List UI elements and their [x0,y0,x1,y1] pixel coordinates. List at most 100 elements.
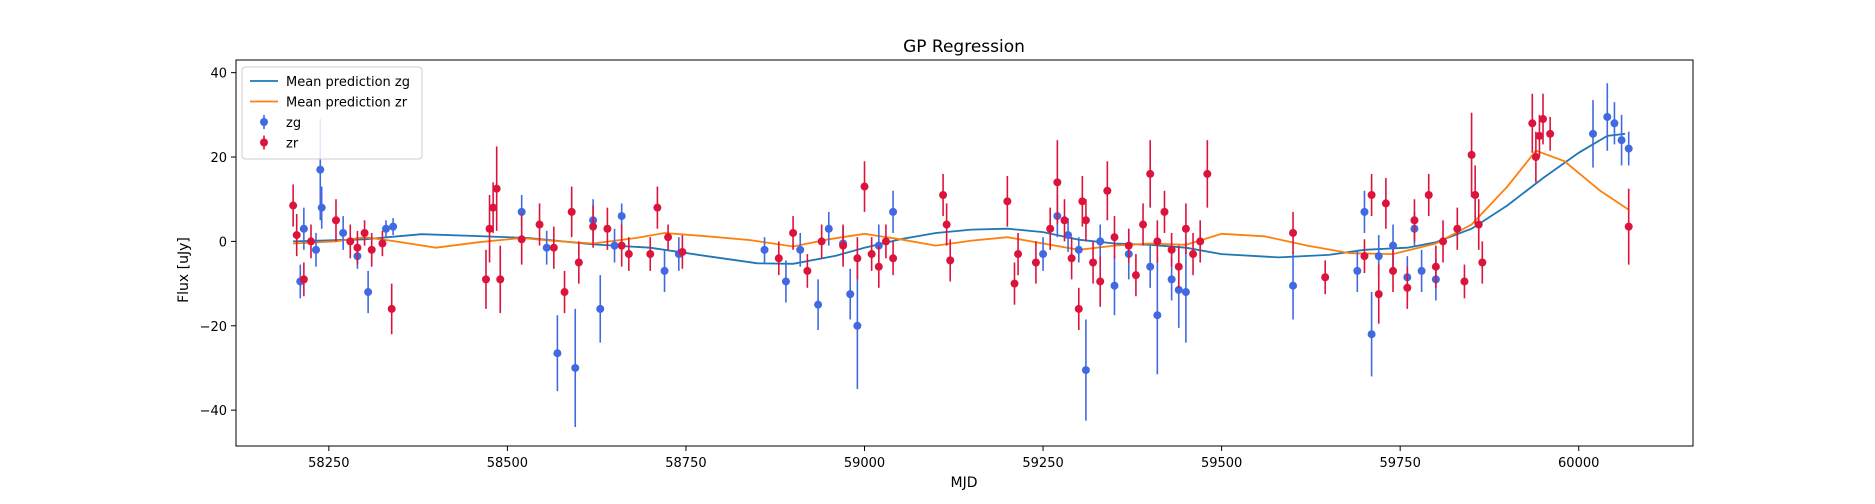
data-point-zg [1603,112,1612,121]
data-point-zg [1074,245,1083,254]
data-point-zr [292,231,301,240]
y-tick-label: 0 [219,235,227,250]
data-point-zg [660,266,669,275]
data-point-zg [1353,266,1362,275]
data-point-zr [1053,178,1062,187]
data-point-zg [389,222,398,231]
x-tick-label: 59250 [1022,456,1063,471]
data-point-zr [1381,199,1390,208]
data-point-zr [549,243,558,252]
x-axis-label: MJD [951,475,978,491]
data-point-zr [485,224,494,233]
data-point-zr [1474,220,1483,229]
data-point-zr [946,256,955,265]
data-point-zr [860,182,869,191]
data-point-zr [1189,250,1198,259]
data-point-zr [1360,252,1369,261]
data-point-zr [881,237,890,246]
data-point-zr [1096,277,1105,286]
data-point-zr [678,247,687,256]
data-point-zr [839,241,848,250]
data-point-zr [481,275,490,284]
data-point-zr [1471,190,1480,199]
data-point-zr [1389,266,1398,275]
data-point-zr [617,241,626,250]
data-point-zg [1081,366,1090,375]
data-point-zr [1131,271,1140,280]
legend-label: zg [286,116,301,131]
data-point-zr [1003,197,1012,206]
data-point-zr [360,228,369,237]
data-point-zr [603,224,612,233]
data-point-zg [846,290,855,299]
data-point-zr [1014,250,1023,259]
data-point-zg [1610,119,1619,128]
data-point-zr [1531,153,1540,162]
data-point-zr [1181,224,1190,233]
data-point-zr [574,258,583,267]
data-point-zr [1439,237,1448,246]
data-point-zr [489,203,498,212]
data-point-zg [1110,281,1119,290]
data-point-zr [1078,197,1087,206]
data-point-zg [1374,252,1383,261]
data-point-zr [387,304,396,313]
data-point-zr [874,262,883,271]
legend-item: zg [260,115,301,131]
data-point-zr [1167,245,1176,254]
data-point-zg [542,243,551,252]
x-tick-label: 59750 [1379,456,1420,471]
plot-area: 58250 58500 58750 59000 59250 59500 59750 60000… [200,59,1694,471]
data-point-zg [339,228,348,237]
data-point-zg [1617,136,1626,145]
data-point-zr [1124,241,1133,250]
data-point-zr [1453,224,1462,233]
data-point-zg [1181,288,1190,297]
data-point-zr [1010,279,1019,288]
data-point-zr [939,190,948,199]
data-point-zr [492,184,501,193]
data-point-zg [317,203,326,212]
data-point-zr [817,237,826,246]
data-point-zr [1410,216,1419,225]
data-point-zg [1289,281,1298,290]
data-point-zg [381,224,390,233]
data-point-zg [1589,129,1598,138]
data-point-zr [853,254,862,263]
data-point-zg [617,212,626,221]
data-point-zr [331,216,340,225]
data-point-zr [1067,254,1076,263]
legend-item: zr [260,135,299,152]
data-point-zr [353,243,362,252]
y-tick-label: 40 [210,67,227,82]
data-point-zr [664,233,673,242]
data-point-zg [814,300,823,309]
data-point-zr [567,207,576,216]
data-point-zr [1153,237,1162,246]
data-point-zg [299,224,308,233]
data-point-zr [867,250,876,259]
data-point-zr [1321,273,1330,282]
data-point-zr [1624,222,1633,231]
data-point-zr [889,254,898,263]
legend-item: Mean prediction zg [250,75,410,90]
data-point-zg [824,224,833,233]
data-point-zg [889,207,898,216]
data-point-zr [1103,186,1112,195]
y-axis-label: Flux [uJy] [176,237,192,303]
legend-swatch-marker [260,138,268,147]
x-tick-label: 58750 [665,456,706,471]
data-point-zr [1046,224,1055,233]
data-point-zg [1624,144,1633,153]
data-point-zr [589,222,598,231]
data-point-zg [1039,250,1048,259]
data-point-zr [560,288,569,297]
data-point-zr [624,250,633,259]
data-point-zg [1367,330,1376,339]
x-tick-label: 58500 [487,456,528,471]
data-point-zr [942,220,951,229]
legend-box [241,66,423,160]
legend-label: Mean prediction zg [286,75,410,90]
data-point-zr [803,266,812,275]
